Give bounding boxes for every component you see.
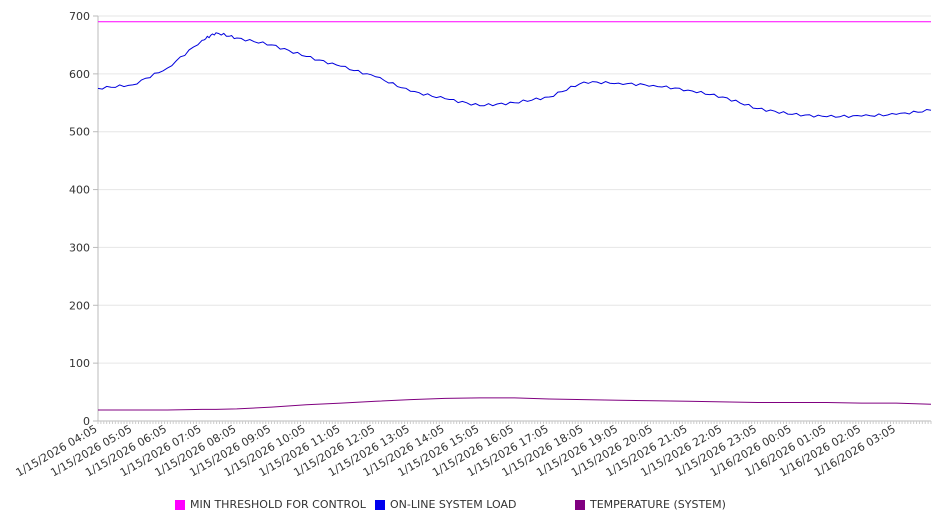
- y-tick-label: 0: [83, 415, 90, 428]
- y-tick-label: 200: [69, 299, 90, 312]
- legend-label: MIN THRESHOLD FOR CONTROL: [190, 498, 366, 511]
- y-tick-label: 500: [69, 126, 90, 139]
- y-tick-label: 300: [69, 241, 90, 254]
- legend: MIN THRESHOLD FOR CONTROL ON-LINE SYSTEM…: [0, 498, 946, 514]
- legend-item-temperature[interactable]: TEMPERATURE (SYSTEM): [575, 498, 726, 511]
- legend-label: TEMPERATURE (SYSTEM): [590, 498, 726, 511]
- legend-label: ON-LINE SYSTEM LOAD: [390, 498, 517, 511]
- series-line-on-line-system-load: [97, 32, 932, 119]
- legend-swatch: [175, 499, 185, 510]
- y-tick-label: 700: [69, 10, 90, 23]
- y-tick-label: 400: [69, 184, 90, 197]
- y-tick-label: 600: [69, 68, 90, 81]
- legend-item-load[interactable]: ON-LINE SYSTEM LOAD: [375, 498, 516, 511]
- legend-swatch: [375, 499, 385, 510]
- series-line-temperature-system: [97, 397, 932, 411]
- y-tick-label: 100: [69, 357, 90, 370]
- legend-swatch: [575, 499, 585, 510]
- legend-item-threshold[interactable]: MIN THRESHOLD FOR CONTROL: [175, 498, 366, 511]
